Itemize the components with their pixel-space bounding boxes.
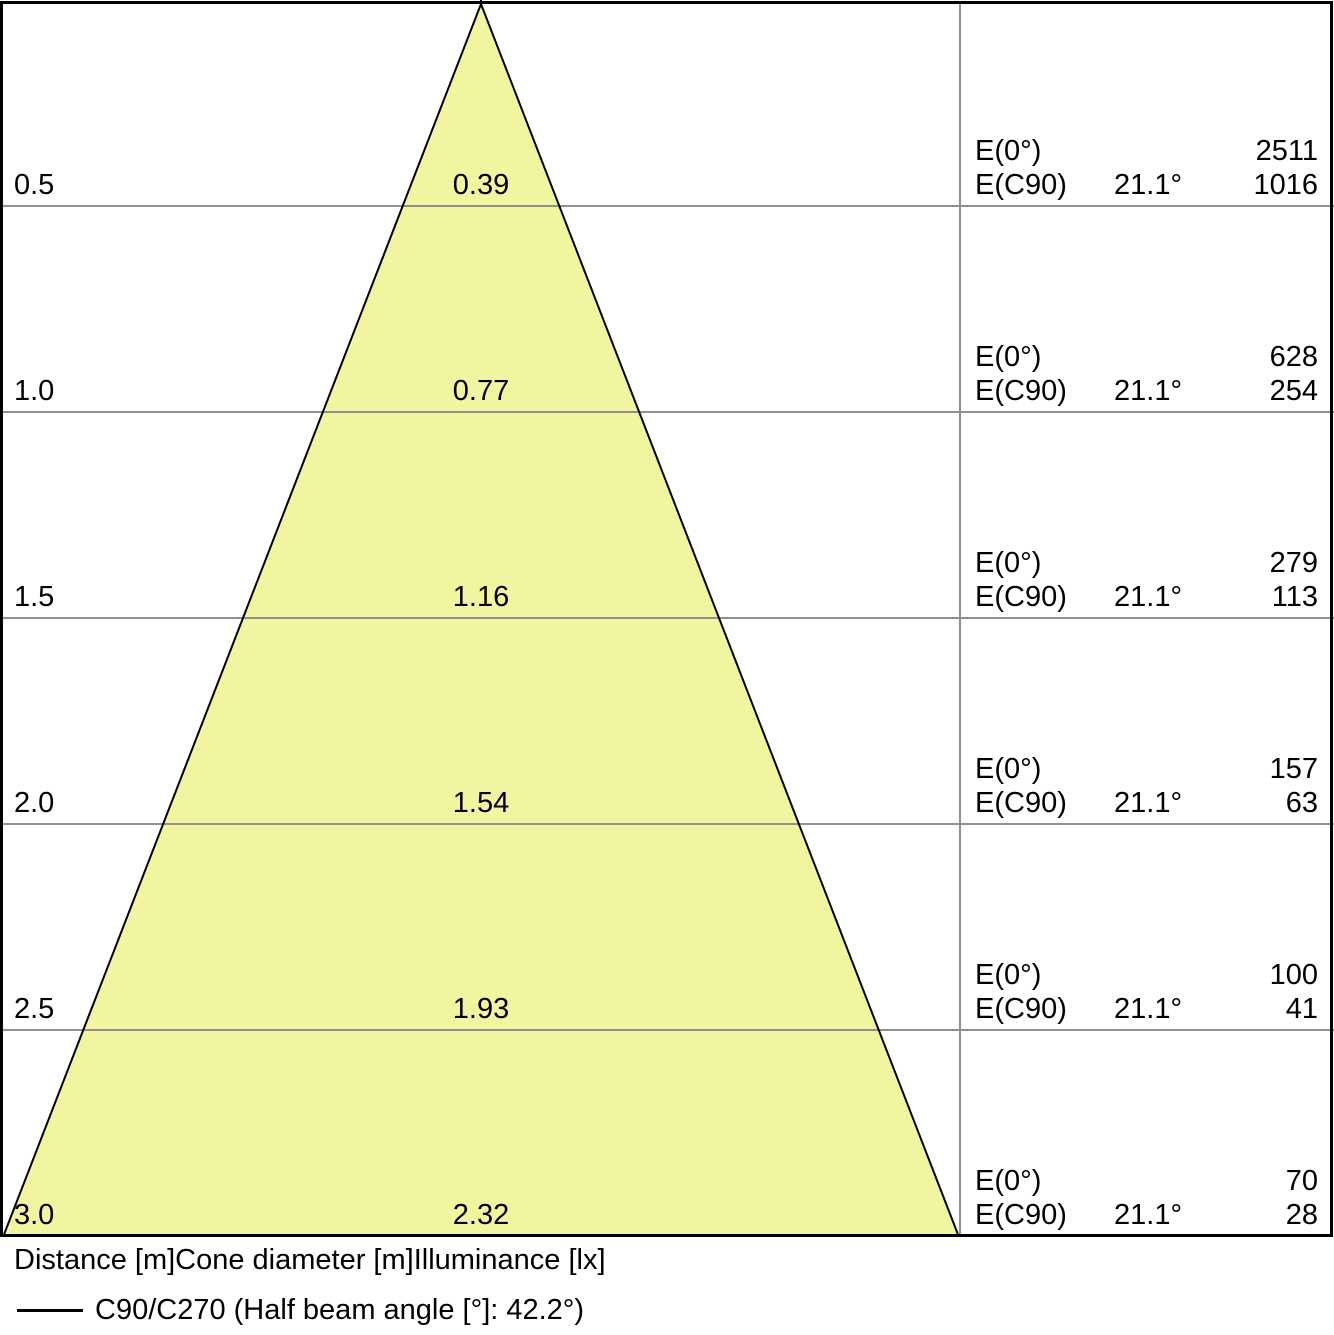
ec90-label: E(C90) [975,374,1067,407]
diagram-border [0,1,1333,1237]
cone-diameter-label: 0.77 [452,374,510,407]
ec90-label: E(C90) [975,1198,1067,1231]
cone-diameter-label: 0.39 [452,168,510,201]
distance-label: 2.0 [14,786,55,819]
cone-diameter-label: 1.16 [452,580,510,613]
legend-axis-caption: Distance [m]Cone diameter [m]Illuminance… [14,1244,606,1276]
e0-value: 157 [1269,752,1318,785]
e0-value: 100 [1269,958,1318,991]
ec90-label: E(C90) [975,786,1067,819]
e0-value: 279 [1269,546,1318,579]
distance-label: 0.5 [14,168,55,201]
half-angle-value: 21.1° [1114,786,1183,819]
ec90-value: 1016 [1253,168,1318,201]
half-angle-value: 21.1° [1114,168,1183,201]
legend-line-swatch [17,1309,83,1312]
cone-diameter-label: 1.93 [452,992,510,1025]
half-angle-value: 21.1° [1114,580,1183,613]
half-angle-value: 21.1° [1114,374,1183,407]
cone-diameter-label: 2.32 [452,1198,510,1231]
ec90-label: E(C90) [975,580,1067,613]
distance-label: 3.0 [14,1198,55,1231]
cone-diameter-label: 1.54 [452,786,510,819]
ec90-value: 63 [1285,786,1318,819]
table-row: 2.5 1.93 E(0°) 100 E(C90) 21.1° 41 [0,948,1334,1030]
e0-label: E(0°) [975,958,1042,991]
distance-gridlines [0,205,1334,1031]
e0-label: E(0°) [975,752,1042,785]
ec90-value: 41 [1285,992,1318,1025]
light-cone-triangle [4,4,958,1235]
table-row: 3.0 2.32 E(0°) 70 E(C90) 21.1° 28 [0,1154,1334,1236]
table-row: 1.0 0.77 E(0°) 628 E(C90) 21.1° 254 [0,330,1334,412]
table-row: 0.5 0.39 E(0°) 2511 E(C90) 21.1° 1016 [0,124,1334,206]
e0-label: E(0°) [975,546,1042,579]
distance-label: 2.5 [14,992,55,1025]
table-row: 1.5 1.16 E(0°) 279 E(C90) 21.1° 113 [0,536,1334,618]
e0-value: 70 [1285,1164,1318,1197]
e0-value: 628 [1269,340,1318,373]
table-row: 2.0 1.54 E(0°) 157 E(C90) 21.1° 63 [0,742,1334,824]
ec90-value: 28 [1285,1198,1318,1231]
e0-value: 2511 [1255,134,1318,167]
ec90-label: E(C90) [975,992,1067,1025]
legend-series-label: C90/C270 (Half beam angle [°]: 42.2°) [95,1294,585,1326]
distance-label: 1.0 [14,374,55,407]
e0-label: E(0°) [975,340,1042,373]
ec90-value: 254 [1269,374,1318,407]
ec90-label: E(C90) [975,168,1067,201]
e0-label: E(0°) [975,134,1042,167]
ec90-value: 113 [1271,580,1318,613]
e0-label: E(0°) [975,1164,1042,1197]
half-angle-value: 21.1° [1114,992,1183,1025]
distance-label: 1.5 [14,580,55,613]
half-angle-value: 21.1° [1114,1198,1183,1231]
